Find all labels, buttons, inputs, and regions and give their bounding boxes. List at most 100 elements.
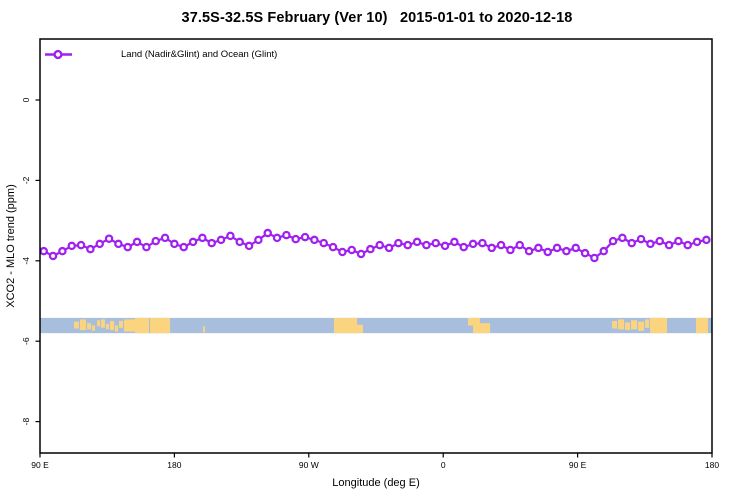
data-point-marker [188,237,198,247]
data-point-marker [86,244,95,254]
y-axis-title: XCO2 - MLO trend (ppm) [5,184,17,308]
map-strip-land-patch [91,325,95,331]
data-point-marker [272,233,282,243]
legend: Land (Nadir&Glint) and Ocean (Glint) [44,48,277,61]
data-point-marker [338,247,347,257]
data-point-marker [590,253,599,263]
map-strip-ocean [40,317,712,334]
x-tick-label: 180 [705,460,719,470]
data-point-marker [599,246,608,256]
data-point-marker [254,235,263,245]
data-point-marker [319,238,328,248]
x-tick-label: 180 [167,460,181,470]
data-point-marker [403,240,412,250]
data-point-marker [515,240,524,250]
x-axis-title: Longitude (deg E) [332,477,420,489]
data-point-marker [646,239,655,249]
map-strip-land-patch [110,320,115,331]
map-strip-land-patch [106,323,109,330]
map-strip-land-patch [100,319,105,328]
data-point-marker [422,240,431,250]
data-point-marker [468,239,478,249]
data-point-marker [170,239,179,249]
data-point-marker [226,231,235,241]
data-point-marker [627,238,636,248]
data-point-marker [160,233,170,243]
data-point-marker [496,240,506,250]
map-strip-land-patch [150,317,171,334]
data-point-marker [235,237,244,247]
data-point-marker [198,233,207,243]
data-point-marker [142,242,151,252]
map-strip-land-patch [134,317,150,334]
data-point-marker [394,238,403,248]
map-strip-land-patch [124,319,138,332]
map-strip-land-patch [638,321,645,331]
data-point-marker [207,238,216,248]
data-point-marker [366,244,375,254]
data-point-marker [702,235,711,245]
data-point-marker [543,247,552,257]
data-point-marker [478,238,487,248]
map-strip-land-patch [97,320,101,327]
data-point-marker [683,240,692,250]
data-point-marker [310,235,319,245]
data-point-marker [692,237,702,247]
x-tick-label: 90 W [299,460,319,470]
data-point-marker [67,241,76,251]
data-point-marker [440,241,450,251]
map-strip-land-patch [80,319,86,331]
data-point-marker [123,242,132,252]
map-strip-land-patch [87,323,92,330]
data-point-marker [300,232,310,242]
map-strip-land-patch [357,324,364,334]
data-point-marker [76,240,86,250]
map-strip-land-patch [618,319,625,330]
y-tick-label: -2 [21,176,31,184]
legend-label: Land (Nadir&Glint) and Ocean (Glint) [121,49,278,60]
data-point-marker [384,243,394,253]
map-strip-land-patch [473,323,491,334]
data-point-marker [291,234,300,244]
data-point-marker [664,240,674,250]
data-point-marker [552,243,562,253]
data-point-marker [618,233,627,243]
data-point-marker [375,240,384,250]
data-point-marker [48,251,58,261]
data-point-marker [580,248,590,258]
data-point-marker [347,245,356,255]
data-point-marker [506,245,515,255]
data-point-marker [674,236,683,246]
y-tick-label: 0 [21,97,31,102]
data-point-marker [459,242,468,252]
map-strip-land-patch [645,319,650,328]
map-strip-land-patch [650,317,668,334]
data-point-marker [39,246,48,256]
data-point-marker [524,246,534,256]
y-tick-label: -6 [21,337,31,345]
data-point-marker [104,234,114,243]
data-point-marker [534,243,543,253]
data-point-marker [179,242,188,252]
data-point-marker [132,237,142,247]
data-point-marker [636,234,646,244]
y-tick-label: -4 [21,257,31,265]
x-tick-label: 0 [441,460,446,470]
data-point-marker [571,243,580,253]
data-point-marker [655,236,664,246]
chart-title: 37.5S-32.5S February (Ver 10) 2015-01-01… [181,10,573,26]
map-strip-land-patch [467,317,480,326]
data-point-marker [562,246,571,256]
map-strip-land-patch [118,320,124,328]
data-point-marker [244,241,254,251]
x-tick-label: 90 E [31,460,49,470]
data-point-marker [151,236,160,246]
data-point-marker [216,235,226,245]
plot-border [39,38,713,454]
y-tick-label: -8 [21,418,31,426]
map-strip-land-patch [114,325,118,332]
data-point-marker [95,239,104,249]
map-strip-land-patch [203,326,206,333]
